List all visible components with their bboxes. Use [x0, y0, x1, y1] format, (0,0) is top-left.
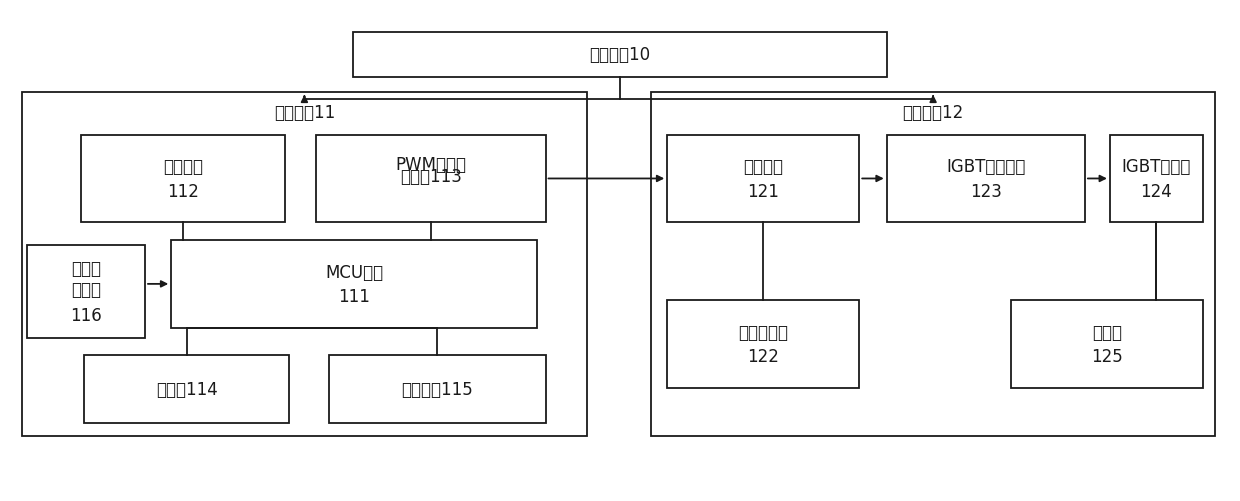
Text: MCU芯片: MCU芯片 [325, 263, 383, 281]
Text: 电源单元10: 电源单元10 [589, 46, 651, 64]
Text: 发射单元12: 发射单元12 [903, 104, 963, 122]
Bar [1110, 135, 1203, 223]
Text: 信模块: 信模块 [71, 281, 102, 298]
Text: 稳压电路: 稳压电路 [162, 158, 203, 176]
Bar [353, 33, 887, 78]
Bar [651, 93, 1215, 436]
Text: 125: 125 [1091, 348, 1122, 366]
Text: 122: 122 [748, 348, 779, 366]
Bar [81, 135, 285, 223]
Text: 124: 124 [1141, 182, 1172, 200]
Text: 扬声器114: 扬声器114 [156, 381, 217, 398]
Text: 111: 111 [339, 288, 370, 306]
Bar [667, 135, 859, 223]
Text: 121: 121 [748, 182, 779, 200]
Text: IGBT驱动电路: IGBT驱动电路 [946, 158, 1025, 176]
Text: 116: 116 [71, 306, 102, 324]
Bar [84, 356, 289, 423]
Text: IGBT功率管: IGBT功率管 [1122, 158, 1190, 176]
Text: 中控电路: 中控电路 [743, 158, 784, 176]
Text: PWM调压输: PWM调压输 [396, 155, 466, 173]
Text: 同步振荡器: 同步振荡器 [738, 323, 789, 341]
Bar [171, 240, 537, 328]
Bar [1011, 301, 1203, 388]
Bar [667, 301, 859, 388]
Bar [316, 135, 546, 223]
Bar [22, 93, 587, 436]
Text: 无线通: 无线通 [71, 260, 102, 278]
Text: 112: 112 [167, 182, 198, 200]
Text: 出电路113: 出电路113 [401, 168, 461, 185]
Text: 123: 123 [970, 182, 1002, 200]
Bar [329, 356, 546, 423]
Text: 控制单元11: 控制单元11 [274, 104, 335, 122]
Text: 伺服电机115: 伺服电机115 [402, 381, 472, 398]
Text: 谐振环: 谐振环 [1091, 323, 1122, 341]
Bar [27, 245, 145, 338]
Bar [887, 135, 1085, 223]
